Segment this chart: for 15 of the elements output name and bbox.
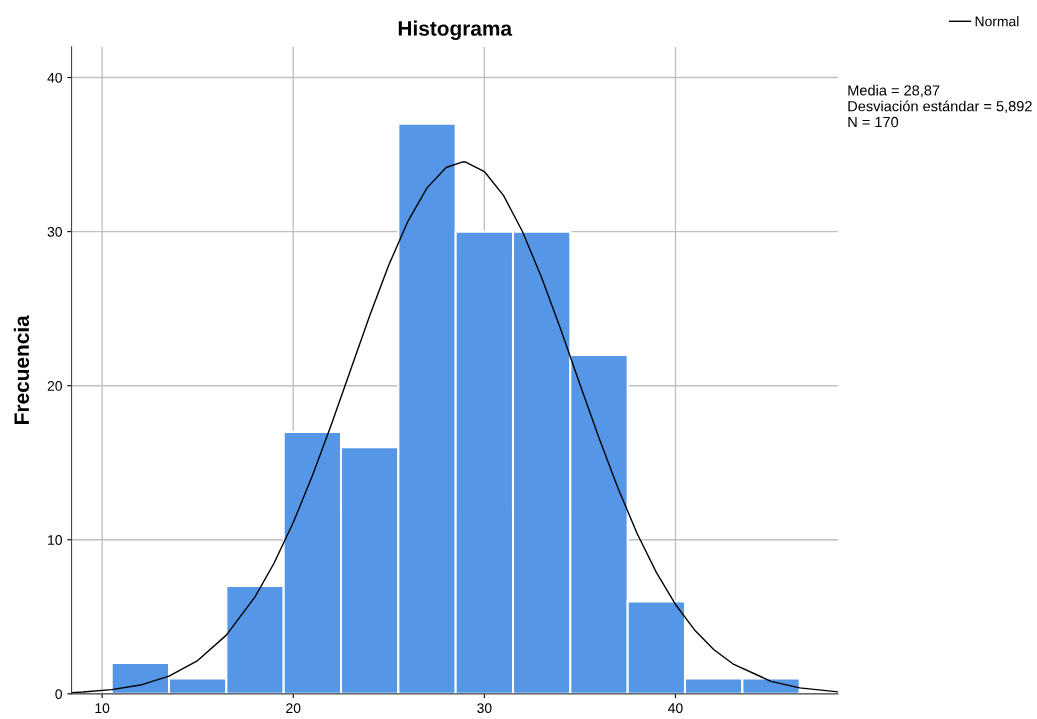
text: N = 170 [848, 116, 899, 128]
y-axis-title: Frecuencia [13, 315, 30, 424]
x-tick-label: 40 [668, 703, 683, 714]
legend-label: Normal [975, 16, 1019, 27]
y-tick-label: 0 [55, 689, 62, 699]
text: Media = 28,87 [848, 84, 940, 98]
x-tick-label: 20 [286, 703, 301, 714]
x-tick-label: 30 [477, 703, 492, 714]
text: Desviación estándar = 5,892 [848, 100, 1032, 114]
y-tick-label: 40 [47, 72, 62, 83]
chart-title: Histograma [398, 20, 513, 41]
x-tick-label: 10 [95, 703, 110, 714]
y-tick-label: 20 [47, 381, 62, 391]
y-tick-label: 30 [47, 226, 62, 237]
y-tick-label: 10 [48, 535, 62, 545]
